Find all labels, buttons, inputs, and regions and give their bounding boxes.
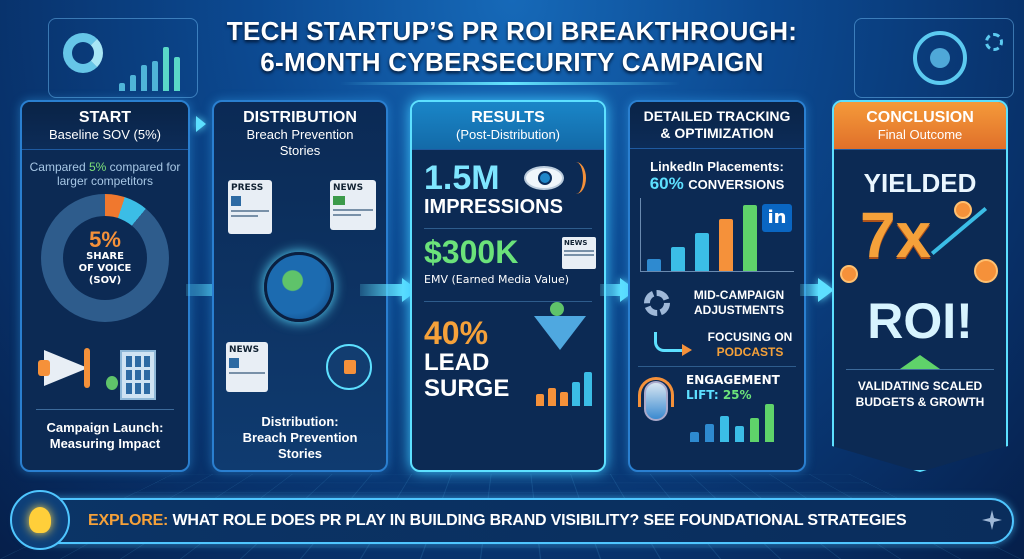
coin-icon-3 xyxy=(840,265,858,283)
linkedin-bar-chart: in xyxy=(640,198,794,272)
conclusion-footer: VALIDATING SCALED BUDGETS & GROWTH xyxy=(855,379,985,409)
roi-multiplier-block: 7x xyxy=(834,199,1006,283)
start-note: Campared 5% compared for larger competit… xyxy=(29,160,181,188)
title-underline xyxy=(340,82,680,85)
start-card: START Baseline SOV (5%) Campared 5% comp… xyxy=(20,100,190,472)
results-header: RESULTS (Post-Distribution) xyxy=(412,102,604,150)
explore-text[interactable]: EXPLORE: WHAT ROLE DOES PR PLAY IN BUILD… xyxy=(88,512,907,530)
start-footer: Campaign Launch: Measuring Impact xyxy=(46,420,164,451)
tracking-card: DETAILED TRACKING & OPTIMIZATION LinkedI… xyxy=(628,100,806,472)
title-line-1: TECH STARTUP’S PR ROI BREAKTHROUGH: xyxy=(226,16,798,46)
curved-arrow-icon xyxy=(654,332,684,352)
green-triangle-icon xyxy=(900,355,940,369)
press-doc-icon: PRESS xyxy=(228,180,272,234)
roi-label: ROI! xyxy=(867,293,973,349)
lead-bar-chart-icon xyxy=(536,372,592,406)
tracking-header: DETAILED TRACKING & OPTIMIZATION xyxy=(630,102,804,149)
megaphone-icon xyxy=(44,350,88,386)
start-heading: START xyxy=(78,109,132,126)
results-card: RESULTS (Post-Distribution) 1.5M IMPRESS… xyxy=(410,100,606,472)
funnel-icon xyxy=(534,316,586,350)
network-globe-icon xyxy=(326,344,372,390)
chevron-arrow-icon xyxy=(196,116,206,132)
results-heading: RESULTS xyxy=(471,109,545,126)
engagement-row: ENGAGEMENT LIFT: 25% xyxy=(638,366,796,446)
users-circle-icon xyxy=(913,31,967,85)
tracking-heading: DETAILED TRACKING xyxy=(643,108,791,124)
eye-icon xyxy=(524,166,564,190)
tree-icon xyxy=(106,376,118,390)
globe-icon xyxy=(264,252,334,322)
sov-donut-chart: 5% SHARE OF VOICE (SOV) xyxy=(41,194,169,322)
signal-waves-icon xyxy=(566,162,586,194)
distribution-subheading: Breach Prevention Stories xyxy=(246,127,354,158)
distribution-heading: DISTRIBUTION xyxy=(243,109,357,126)
impressions-label: IMPRESSIONS xyxy=(424,196,563,218)
conclusion-header: CONCLUSION Final Outcome xyxy=(834,102,1006,150)
gear-icon xyxy=(644,290,670,316)
conclusion-subheading: Final Outcome xyxy=(877,127,963,142)
start-header: START Baseline SOV (5%) xyxy=(22,102,188,150)
impressions-block: 1.5M IMPRESSIONS xyxy=(412,150,604,220)
roi-multiplier: 7x xyxy=(860,199,932,271)
decor-dashboard-left xyxy=(48,18,198,98)
emv-value: $300K xyxy=(424,234,519,270)
newspaper-icon: NEWS xyxy=(562,237,596,269)
building-icon xyxy=(120,350,156,400)
flow-arrow-4-icon xyxy=(818,278,834,302)
note-highlight: 5% xyxy=(88,160,107,174)
emv-block: $300K NEWS EMV (Earned Media Value) xyxy=(412,229,604,297)
lead-block: 40% LEAD SURGE xyxy=(412,302,604,412)
news-doc-icon: NEWS xyxy=(330,180,376,230)
conclusion-card: CONCLUSION Final Outcome YIELDED 7x ROI!… xyxy=(832,100,1008,472)
engagement-bar-chart xyxy=(690,404,774,442)
engagement-pct: 25% xyxy=(722,388,752,402)
launch-illustration xyxy=(22,334,188,412)
gear-decor-icon xyxy=(985,33,1003,51)
flow-arrow-3-shaft xyxy=(600,284,622,296)
lead-label: LEAD xyxy=(424,349,490,376)
distribution-footer: Distribution: Breach Prevention Stories xyxy=(242,414,358,461)
linkedin-logo-icon: in xyxy=(762,204,792,232)
lead-value: 40% xyxy=(424,315,489,351)
news-doc-icon-2: NEWS xyxy=(226,342,268,392)
headphones-icon xyxy=(638,377,674,407)
flow-arrow-2-shaft xyxy=(360,284,404,296)
coin-icon-1 xyxy=(954,201,972,219)
coin-icon xyxy=(550,302,564,316)
sov-value: 5% xyxy=(89,227,121,252)
explore-link[interactable]: WHAT ROLE DOES PR PLAY IN BUILDING BRAND… xyxy=(172,512,907,529)
donut-decor-icon xyxy=(63,33,103,73)
adjustments-row: MID-CAMPAIGN ADJUSTMENTS xyxy=(630,286,804,326)
yielded-label: YIELDED xyxy=(863,168,977,198)
emv-label: EMV (Earned Media Value) xyxy=(424,273,570,286)
start-subheading: Baseline SOV (5%) xyxy=(49,127,161,142)
results-subheading: (Post-Distribution) xyxy=(455,127,561,142)
explore-banner[interactable]: EXPLORE: WHAT ROLE DOES PR PLAY IN BUILD… xyxy=(16,498,1014,544)
impressions-value: 1.5M xyxy=(424,159,500,197)
distribution-card: DISTRIBUTION Breach Prevention Stories P… xyxy=(212,100,388,472)
conclusion-heading: CONCLUSION xyxy=(866,109,974,126)
flow-arrow-4-shaft xyxy=(800,284,820,296)
linkedin-stat: LinkedIn Placements: 60% CONVERSIONS xyxy=(649,159,785,193)
lightbulb-icon xyxy=(10,490,70,550)
bar-decor-icon xyxy=(119,47,180,91)
decor-dashboard-right xyxy=(854,18,1014,98)
explore-prefix: EXPLORE: xyxy=(88,512,169,529)
title-line-2: 6-MONTH CYBERSECURITY CAMPAIGN xyxy=(260,47,764,77)
podcasts-label: PODCASTS xyxy=(716,345,784,359)
linkedin-pct: 60% xyxy=(649,174,684,193)
page-title: TECH STARTUP’S PR ROI BREAKTHROUGH: 6-MO… xyxy=(0,16,1024,78)
distribution-header: DISTRIBUTION Breach Prevention Stories xyxy=(214,102,386,165)
coin-icon-2 xyxy=(974,259,998,283)
sparkle-icon xyxy=(982,510,1002,530)
podcast-focus-row: FOCUSING ON PODCASTS xyxy=(630,326,804,366)
